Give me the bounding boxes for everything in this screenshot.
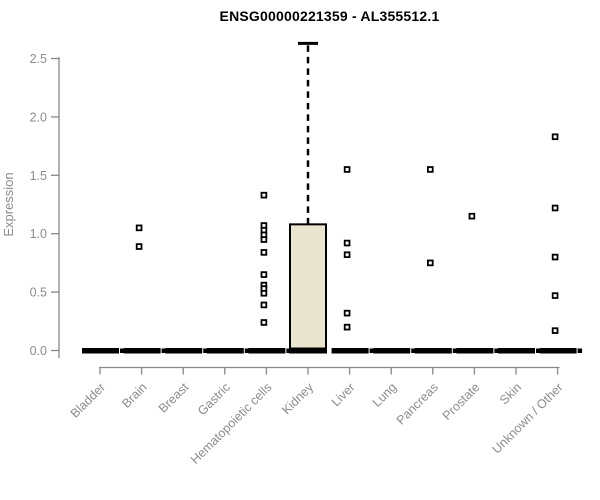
box-group	[248, 191, 291, 354]
zero-point	[203, 348, 208, 353]
box-group	[82, 348, 125, 354]
x-tick-label: Unknown / Other	[489, 380, 565, 456]
box-group	[331, 166, 375, 354]
median-line	[539, 348, 577, 354]
outlier-point	[343, 309, 351, 317]
outlier-point	[551, 292, 559, 299]
outlier-point	[260, 271, 268, 278]
chart-title: ENSG00000221359 - AL355512.1	[219, 8, 440, 24]
median-line	[206, 348, 244, 354]
box-group	[456, 212, 499, 354]
outlier-point	[551, 253, 559, 261]
box-group	[414, 166, 458, 354]
x-tick-label: Breast	[156, 380, 192, 416]
x-tick-label: Bladder	[68, 380, 108, 420]
median-line	[331, 348, 369, 354]
median-line	[82, 348, 119, 354]
zero-point	[244, 348, 250, 353]
box-group	[373, 348, 416, 354]
y-tick-label: 1.5	[30, 169, 47, 183]
outlier-point	[135, 243, 143, 250]
zero-point	[369, 348, 375, 353]
zero-point	[411, 348, 416, 353]
median-line	[248, 348, 286, 354]
outlier-point	[343, 323, 351, 331]
outlier-point	[551, 133, 559, 141]
median-line	[165, 348, 203, 354]
y-axis-title: Expression	[1, 172, 16, 236]
zero-point	[494, 348, 499, 353]
outlier-point	[260, 319, 268, 326]
x-tick-label: Pancreas	[394, 380, 441, 427]
x-tick-label: Gastric	[195, 380, 233, 418]
x-tick-label: Hematopoietic cells	[188, 380, 275, 467]
median-line	[498, 348, 535, 354]
y-axis: 0.0 0.5 1.0 1.5 2.0 2.5 Expression	[1, 52, 60, 358]
box-group	[206, 348, 250, 354]
outlier-point	[260, 289, 268, 297]
y-tick-label: 2.5	[30, 52, 47, 66]
median-line	[123, 348, 161, 354]
outlier-point	[260, 301, 268, 309]
zero-point	[161, 348, 167, 353]
median-line	[373, 348, 411, 354]
x-tick-label: Kidney	[279, 380, 316, 417]
outlier-point	[468, 212, 476, 220]
outlier-point	[260, 236, 268, 243]
zero-point	[577, 348, 583, 353]
zero-point	[536, 348, 541, 353]
box-group	[165, 348, 208, 354]
median-line	[414, 348, 452, 354]
x-tick-label: Prostate	[440, 380, 483, 423]
y-tick-label: 0.5	[30, 286, 47, 300]
box-rect	[289, 223, 327, 352]
box-group	[289, 41, 327, 354]
median-line	[289, 347, 327, 354]
outlier-point	[135, 224, 143, 232]
outlier-point	[260, 191, 268, 199]
outlier-point	[551, 204, 559, 212]
outlier-point	[343, 239, 351, 247]
outlier-point	[426, 166, 434, 173]
outlier-point	[343, 251, 351, 259]
median-line	[456, 348, 494, 354]
outlier-point	[551, 327, 559, 334]
outlier-point	[260, 249, 268, 256]
box-group	[123, 224, 167, 354]
outlier-point	[426, 259, 434, 267]
zero-point	[452, 348, 458, 353]
x-tick-label: Liver	[329, 380, 358, 409]
x-tick-label: Skin	[497, 380, 524, 407]
outlier-point	[343, 166, 351, 173]
zero-point	[286, 348, 291, 353]
x-tick-label: Lung	[370, 380, 400, 410]
box-group	[539, 133, 583, 354]
zero-point	[120, 348, 125, 353]
y-tick-label: 0.0	[30, 344, 47, 358]
box-group	[498, 348, 541, 354]
y-tick-label: 2.0	[30, 110, 47, 124]
x-tick-label: Brain	[119, 380, 150, 411]
y-tick-label: 1.0	[30, 227, 47, 241]
